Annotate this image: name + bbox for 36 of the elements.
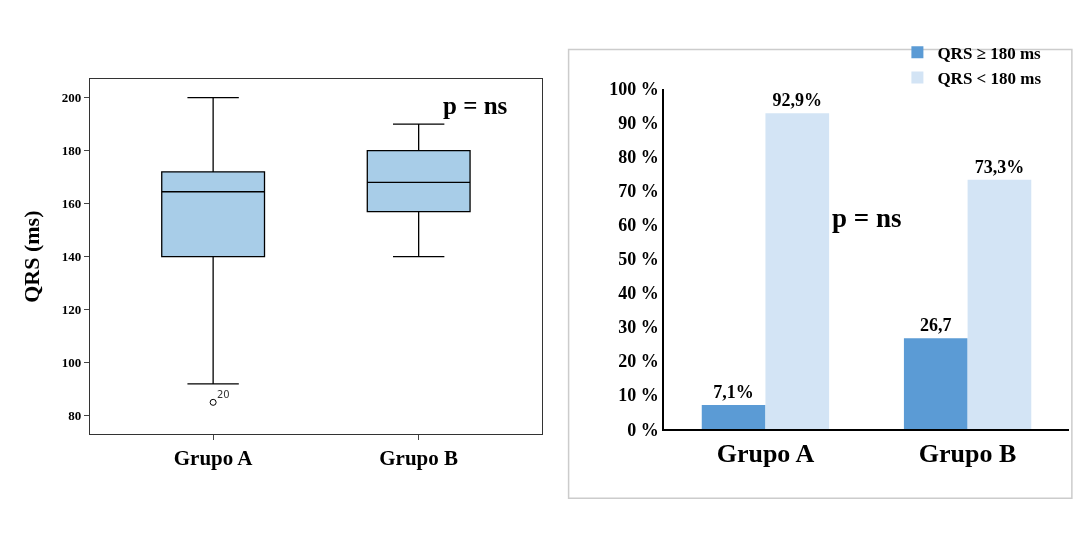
y-axis-title: QRS (ms) bbox=[19, 210, 45, 303]
legend-label: QRS ≥ 180 ms bbox=[937, 43, 1042, 63]
annotation: p = ns bbox=[443, 92, 508, 119]
y-tick-label: 100 % bbox=[609, 79, 659, 100]
y-tick-label: 90 % bbox=[618, 113, 659, 134]
y-tick-label: 30 % bbox=[618, 317, 659, 338]
legend-label: QRS < 180 ms bbox=[937, 69, 1042, 89]
y-tick-label: 100 bbox=[61, 355, 82, 371]
y-tick-label: 80 % bbox=[618, 147, 659, 168]
y-tick-label: 50 % bbox=[618, 249, 659, 270]
y-tick-label: 10 % bbox=[618, 385, 659, 406]
annotation: 20 bbox=[217, 389, 230, 400]
y-tick-label: 20 % bbox=[618, 351, 659, 372]
data-label: 7,1% bbox=[713, 382, 754, 403]
data-label: 92,9% bbox=[772, 90, 823, 111]
y-tick-label: 0 % bbox=[627, 419, 659, 440]
data-label: 73,3% bbox=[974, 156, 1025, 177]
data-label: 26,7 bbox=[920, 315, 952, 336]
x-tick-label: Grupo B bbox=[379, 446, 459, 471]
annotation: p = ns bbox=[832, 203, 902, 233]
x-tick-label: Grupo B bbox=[918, 439, 1017, 469]
bar bbox=[701, 405, 766, 430]
bar bbox=[903, 338, 968, 430]
x-tick-label: Grupo A bbox=[173, 446, 254, 471]
bar bbox=[967, 179, 1032, 430]
y-tick-label: 60 % bbox=[618, 215, 659, 236]
y-tick-label: 70 % bbox=[618, 181, 659, 202]
y-tick-label: 160 bbox=[61, 196, 82, 212]
y-tick-label: 120 bbox=[61, 302, 82, 318]
y-tick-label: 140 bbox=[61, 249, 82, 265]
y-tick-label: 40 % bbox=[618, 283, 659, 304]
x-tick-label: Grupo A bbox=[716, 439, 815, 469]
y-tick-label: 80 bbox=[68, 408, 82, 424]
y-tick-label: 200 bbox=[61, 90, 82, 106]
bar bbox=[765, 113, 830, 430]
y-tick-label: 180 bbox=[61, 143, 82, 159]
